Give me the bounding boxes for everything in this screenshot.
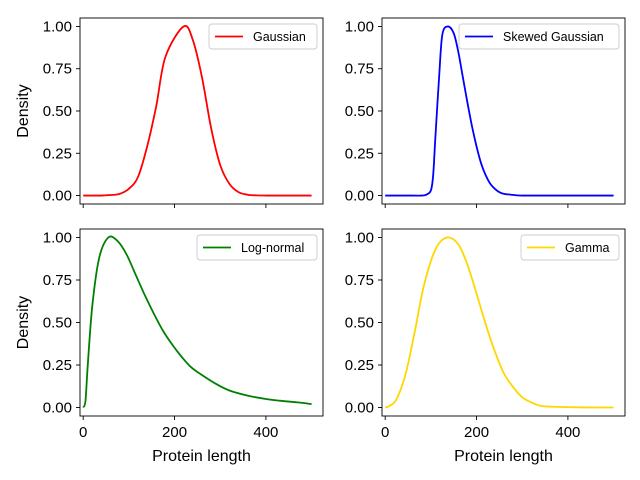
series-line-gamma xyxy=(384,236,614,409)
x-tick-label: 0 xyxy=(79,424,87,441)
legend-label: Gamma xyxy=(565,241,610,255)
y-tick-label: 0.00 xyxy=(345,400,374,417)
legend: Log-normal xyxy=(196,234,318,261)
legend-label: Skewed Gaussian xyxy=(503,30,604,44)
y-tick-label: 0.50 xyxy=(345,103,374,120)
y-tick-label: 0.75 xyxy=(345,272,374,289)
legend: Gaussian xyxy=(208,23,318,50)
x-axis-label: Protein length xyxy=(454,448,553,465)
series-line-skewed-gaussian xyxy=(385,25,614,197)
x-tick-label: 400 xyxy=(253,424,278,441)
y-tick-label: 0.00 xyxy=(345,188,374,205)
legend: Skewed Gaussian xyxy=(458,23,620,50)
y-tick-label: 0.00 xyxy=(43,400,72,417)
y-tick-label: 1.00 xyxy=(345,18,374,35)
legend-label: Log-normal xyxy=(241,241,304,255)
legend-box xyxy=(196,234,318,261)
y-tick-label: 0.00 xyxy=(43,188,72,205)
legend-box xyxy=(458,23,620,50)
y-axis-label: Density xyxy=(15,296,32,349)
legend-label: Gaussian xyxy=(253,30,306,44)
y-tick-label: 0.25 xyxy=(345,145,374,162)
panel-skewed-gaussian: 0.00 0.25 0.50 0.75 1.00 Skewed Gaussian xyxy=(345,17,626,208)
y-tick-label: 1.00 xyxy=(43,18,72,35)
y-tick-label: 0.50 xyxy=(43,103,72,120)
x-tick-label: 0 xyxy=(381,424,389,441)
y-tick-label: 0.25 xyxy=(43,145,72,162)
y-tick-label: 0.75 xyxy=(43,272,72,289)
series-line-log-normal xyxy=(82,235,312,408)
x-tick-label: 200 xyxy=(464,424,489,441)
y-tick-label: 1.00 xyxy=(43,230,72,247)
legend-box xyxy=(520,234,620,261)
y-tick-label: 0.75 xyxy=(345,61,374,78)
y-tick-label: 0.50 xyxy=(345,315,374,332)
y-tick-label: 0.50 xyxy=(43,315,72,332)
y-axis-label: Density xyxy=(15,84,32,137)
x-axis-label: Protein length xyxy=(152,448,251,465)
y-tick-label: 0.25 xyxy=(345,357,374,374)
panel-gaussian: 0.00 0.25 0.50 0.75 1.00 Density Gaussian xyxy=(15,17,324,208)
y-tick-label: 1.00 xyxy=(345,230,374,247)
x-tick-label: 400 xyxy=(555,424,580,441)
legend-box xyxy=(208,23,318,50)
legend: Gamma xyxy=(520,234,620,261)
y-tick-label: 0.25 xyxy=(43,357,72,374)
y-tick-label: 0.75 xyxy=(43,61,72,78)
panel-log-normal: 0.00 0.25 0.50 0.75 1.00 0 200 400 Density Protei… xyxy=(15,228,324,465)
x-tick-label: 200 xyxy=(162,424,187,441)
series-line-gaussian xyxy=(83,25,312,197)
